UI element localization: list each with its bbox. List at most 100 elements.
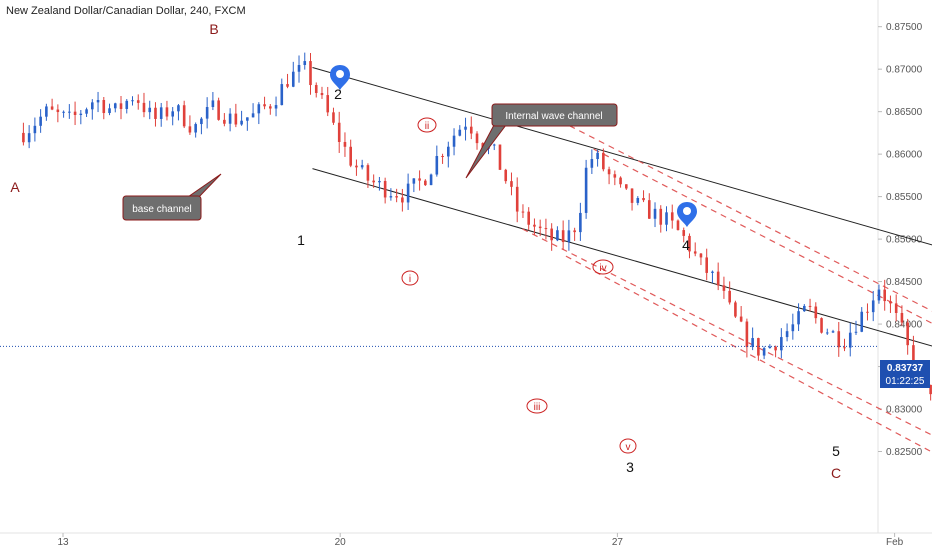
candle-body-up <box>240 120 243 125</box>
candle-body-down <box>573 230 576 233</box>
candle-body-down <box>883 289 886 302</box>
callout-internal-wave-channel: Internal wave channel <box>465 103 618 179</box>
callout-base-channel: base channel <box>122 173 222 221</box>
time-tick-label: 27 <box>612 537 624 548</box>
candle-body-up <box>251 113 255 118</box>
candle-body-down <box>50 106 54 110</box>
candle-body-down <box>716 271 720 286</box>
candle-body-down <box>757 338 760 356</box>
candle-body-down <box>234 113 238 125</box>
price-tick-label: 0.86500 <box>886 107 923 118</box>
candle-body-down <box>527 211 530 225</box>
candle-body-down <box>894 303 898 313</box>
candle-body-up <box>785 331 789 338</box>
candle-body-up <box>780 337 783 351</box>
candle-body-down <box>808 305 812 307</box>
candle-body-up <box>257 104 261 114</box>
candle-body-down <box>188 126 192 133</box>
candle-body-up <box>653 208 657 219</box>
candle-body-up <box>360 165 364 168</box>
candle-body-down <box>498 144 502 170</box>
price-tick-label: 0.85000 <box>886 235 923 246</box>
candle-body-up <box>854 331 858 333</box>
time-tick-label: 20 <box>335 537 347 548</box>
candle-body-down <box>929 384 932 395</box>
wave-label-5: 5 <box>832 443 840 459</box>
base-channel-line <box>312 168 932 347</box>
candle-body-down <box>401 197 404 203</box>
candle-body-down <box>659 208 663 225</box>
wave-label-v: v <box>619 438 637 454</box>
candle-body-up <box>877 289 881 301</box>
candle-body-up <box>274 105 278 109</box>
chart-title: New Zealand Dollar/Canadian Dollar, 240,… <box>6 5 246 17</box>
candle-body-up <box>33 125 37 134</box>
candle-body-up <box>848 332 852 348</box>
candle-body-down <box>843 347 846 349</box>
candle-body-up <box>860 311 864 332</box>
wave-label-i: i <box>401 270 419 286</box>
candle-body-down <box>900 312 904 323</box>
candle-body-up <box>159 107 163 119</box>
candle-body-up <box>297 64 301 72</box>
candle-body-down <box>515 186 519 212</box>
candle-body-down <box>182 105 186 127</box>
candle-body-up <box>148 107 152 113</box>
candle-body-down <box>136 100 140 103</box>
location-pin-icon <box>330 65 350 90</box>
candle-body-up <box>584 167 588 213</box>
candle-body-down <box>332 112 335 123</box>
candle-body-up <box>435 155 439 175</box>
callout-internal-label: Internal wave channel <box>505 111 602 122</box>
channel-lines <box>312 66 932 453</box>
candle-body-up <box>590 159 594 168</box>
candle-body-up <box>177 105 180 112</box>
candle-body-down <box>561 230 565 243</box>
wave-label-ii: ii <box>417 117 437 133</box>
svg-text:v: v <box>626 442 631 453</box>
wave-label-B: B <box>209 21 218 37</box>
candle-body-down <box>647 200 651 219</box>
candle-body-up <box>803 305 806 312</box>
candle-body-down <box>510 181 513 187</box>
time-axis: 132027Feb101724Mar91623 <box>57 533 904 548</box>
candle-body-down <box>314 85 318 94</box>
candle-body-down <box>837 331 841 348</box>
candle-body-up <box>567 230 571 243</box>
candle-body-up <box>131 100 134 102</box>
candle-body-down <box>912 345 915 374</box>
price-tick-label: 0.84500 <box>886 277 923 288</box>
candle-body-up <box>406 183 410 203</box>
price-axis-panel[interactable] <box>878 0 932 550</box>
candle-body-up <box>711 271 714 273</box>
candle-body-down <box>670 212 674 221</box>
candle-body-down <box>73 111 77 115</box>
price-tick-label: 0.87500 <box>886 22 923 33</box>
candle-body-up <box>45 106 48 117</box>
candle-body-down <box>676 220 680 231</box>
candle-body-up <box>303 61 307 65</box>
candle-body-down <box>625 184 628 189</box>
internal-channel-line <box>530 105 932 312</box>
candle-body-down <box>372 180 375 183</box>
candle-body-down <box>142 102 146 113</box>
wave-label-2: 2 <box>334 86 342 102</box>
candle-body-down <box>343 141 347 147</box>
candle-body-down <box>56 109 60 113</box>
price-tick-label: 0.85500 <box>886 192 923 203</box>
candle-body-down <box>544 228 548 230</box>
candle-body-down <box>102 100 106 114</box>
candle-body-down <box>349 146 352 166</box>
candle-body-up <box>85 109 88 114</box>
candle-body-down <box>165 107 169 117</box>
wave-label-A: A <box>10 179 20 195</box>
candle-body-up <box>96 100 100 103</box>
candle-body-up <box>79 113 83 115</box>
internal-channel-line <box>593 148 932 324</box>
base-channel-line <box>312 66 932 246</box>
candle-body-down <box>642 197 645 201</box>
candle-body-down <box>521 211 525 213</box>
candle-body-down <box>774 346 777 351</box>
